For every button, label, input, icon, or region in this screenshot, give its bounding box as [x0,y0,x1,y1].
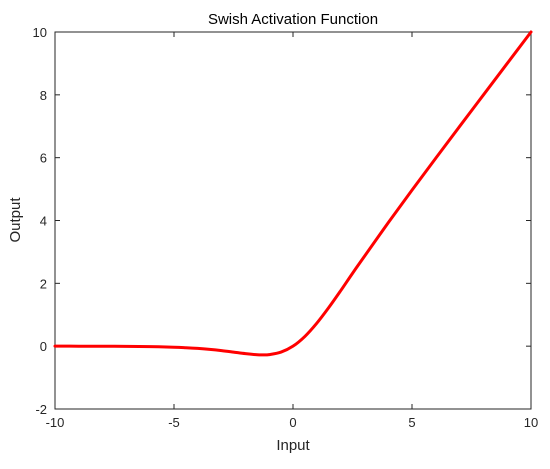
x-axis-title: Input [276,437,310,454]
x-tick-label: 5 [408,415,415,430]
y-axis-title: Output [7,197,24,243]
y-tick-label: 0 [40,339,47,354]
tick-labels: -10 -5 0 5 10 -2 0 2 4 6 8 10 [33,25,539,430]
x-tick-label: -10 [46,415,65,430]
y-tick-label: 6 [40,151,47,166]
x-tick-label: 10 [524,415,538,430]
y-tick-label: 4 [40,214,47,229]
chart-title: Swish Activation Function [208,11,378,28]
y-tick-label: 2 [40,276,47,291]
y-tick-label: -2 [35,402,47,417]
x-tick-label: -5 [168,415,180,430]
y-tick-label: 8 [40,88,47,103]
plot-area [54,31,532,410]
x-tick-label: 0 [289,415,296,430]
series-line-swish [53,30,533,357]
y-tick-label: 10 [33,25,47,40]
